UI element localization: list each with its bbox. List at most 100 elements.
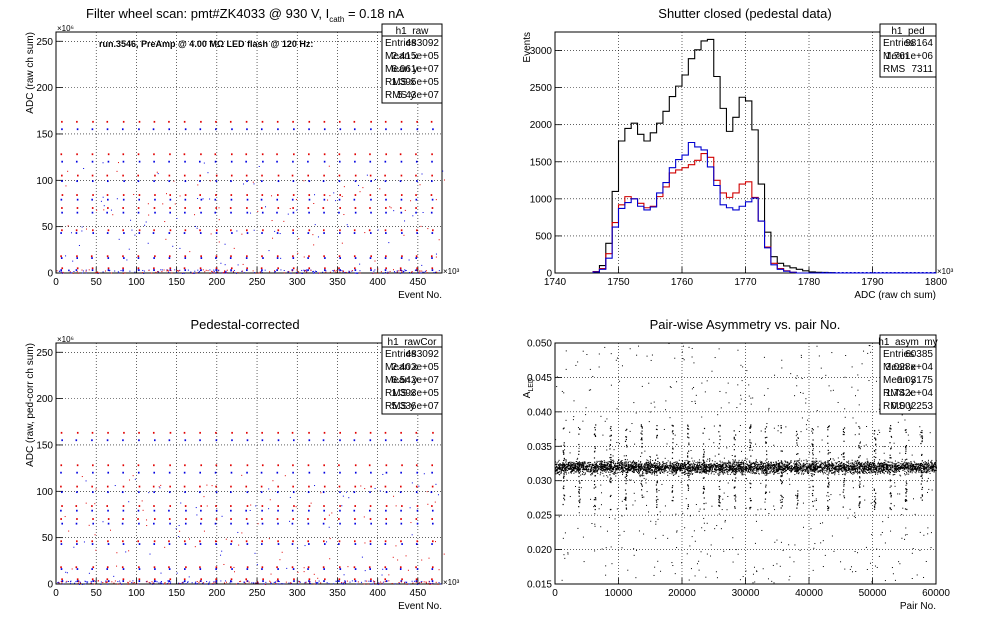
data-point	[815, 458, 817, 460]
data-point	[296, 209, 298, 211]
data-point-blue	[231, 128, 233, 131]
data-point	[699, 472, 701, 474]
data-point	[884, 462, 886, 464]
x-tick-label: 20000	[668, 588, 696, 599]
data-point	[159, 487, 161, 489]
data-point	[791, 465, 793, 467]
data-point	[579, 471, 581, 473]
data-point	[179, 195, 181, 197]
data-point	[880, 470, 882, 472]
data-point	[848, 469, 850, 471]
data-point	[130, 219, 132, 221]
data-point	[786, 469, 788, 471]
data-point	[203, 530, 205, 532]
data-point-blue	[292, 568, 295, 570]
data-point	[650, 465, 652, 467]
data-point	[737, 469, 739, 471]
data-point	[755, 462, 757, 464]
data-point	[306, 271, 308, 273]
data-point	[568, 472, 570, 474]
data-point	[616, 472, 618, 474]
data-point	[850, 465, 852, 467]
data-point	[710, 463, 712, 465]
data-point-blue	[246, 568, 249, 570]
data-point	[784, 471, 786, 473]
data-point	[775, 464, 777, 466]
data-point-red	[431, 518, 433, 520]
data-point-red	[399, 153, 402, 156]
data-point	[637, 470, 639, 472]
data-point	[669, 465, 671, 467]
data-point	[284, 475, 286, 477]
data-point	[845, 467, 847, 469]
data-point	[748, 460, 750, 462]
data-point-blue	[416, 522, 419, 525]
data-point	[759, 468, 761, 470]
data-point-red	[230, 518, 232, 520]
data-point-blue	[184, 180, 187, 183]
data-point	[743, 465, 745, 467]
data-point	[678, 463, 680, 465]
data-point-red	[291, 566, 294, 569]
data-point	[624, 470, 626, 472]
data-point-red	[60, 464, 63, 467]
data-point-red	[369, 207, 371, 209]
data-point	[378, 582, 380, 584]
data-point	[893, 463, 895, 465]
data-point	[806, 463, 808, 465]
data-point	[684, 470, 686, 472]
data-point	[910, 471, 912, 473]
data-point-red	[122, 578, 125, 581]
data-point	[655, 471, 657, 473]
data-point	[233, 269, 235, 271]
data-point	[276, 583, 278, 585]
data-point	[779, 469, 781, 471]
data-point	[846, 465, 848, 467]
data-point	[565, 460, 567, 462]
y-tick-label: 0.050	[527, 339, 552, 350]
chart-title: Pair-wise Asymmetry vs. pair No.	[650, 317, 841, 332]
data-point	[654, 466, 656, 468]
data-point	[667, 474, 669, 476]
data-point	[868, 469, 870, 471]
data-point	[559, 463, 561, 465]
data-point	[784, 463, 786, 465]
data-point	[618, 463, 620, 465]
data-point	[414, 269, 416, 271]
data-point	[623, 466, 625, 468]
data-point-red	[354, 431, 357, 434]
data-point	[665, 465, 667, 467]
data-point	[387, 272, 389, 274]
data-point	[885, 465, 887, 467]
data-point	[873, 471, 875, 473]
data-point-blue	[354, 471, 357, 474]
data-point-blue	[431, 257, 433, 259]
data-point	[650, 465, 652, 467]
data-point-red	[107, 267, 110, 270]
data-point-blue	[215, 232, 218, 234]
data-point	[112, 214, 114, 216]
data-point	[772, 465, 774, 467]
data-point	[341, 582, 343, 584]
data-point-red	[137, 174, 139, 177]
data-point	[894, 467, 896, 469]
data-point	[578, 461, 580, 463]
data-point	[745, 466, 747, 468]
data-point-blue	[431, 180, 433, 183]
data-point-red	[184, 207, 186, 209]
data-point	[933, 466, 935, 468]
data-point-blue	[324, 543, 326, 545]
data-point	[630, 464, 632, 466]
data-point-red	[246, 431, 248, 434]
data-point	[427, 228, 429, 230]
data-point	[359, 270, 361, 272]
data-point	[916, 465, 918, 467]
data-point	[907, 464, 909, 466]
stats-value: 2.415e+05	[391, 51, 439, 62]
data-point	[717, 473, 719, 475]
data-point	[839, 469, 841, 471]
data-point	[313, 202, 315, 204]
data-point	[815, 461, 817, 463]
data-point	[798, 464, 800, 466]
data-point	[95, 488, 97, 490]
